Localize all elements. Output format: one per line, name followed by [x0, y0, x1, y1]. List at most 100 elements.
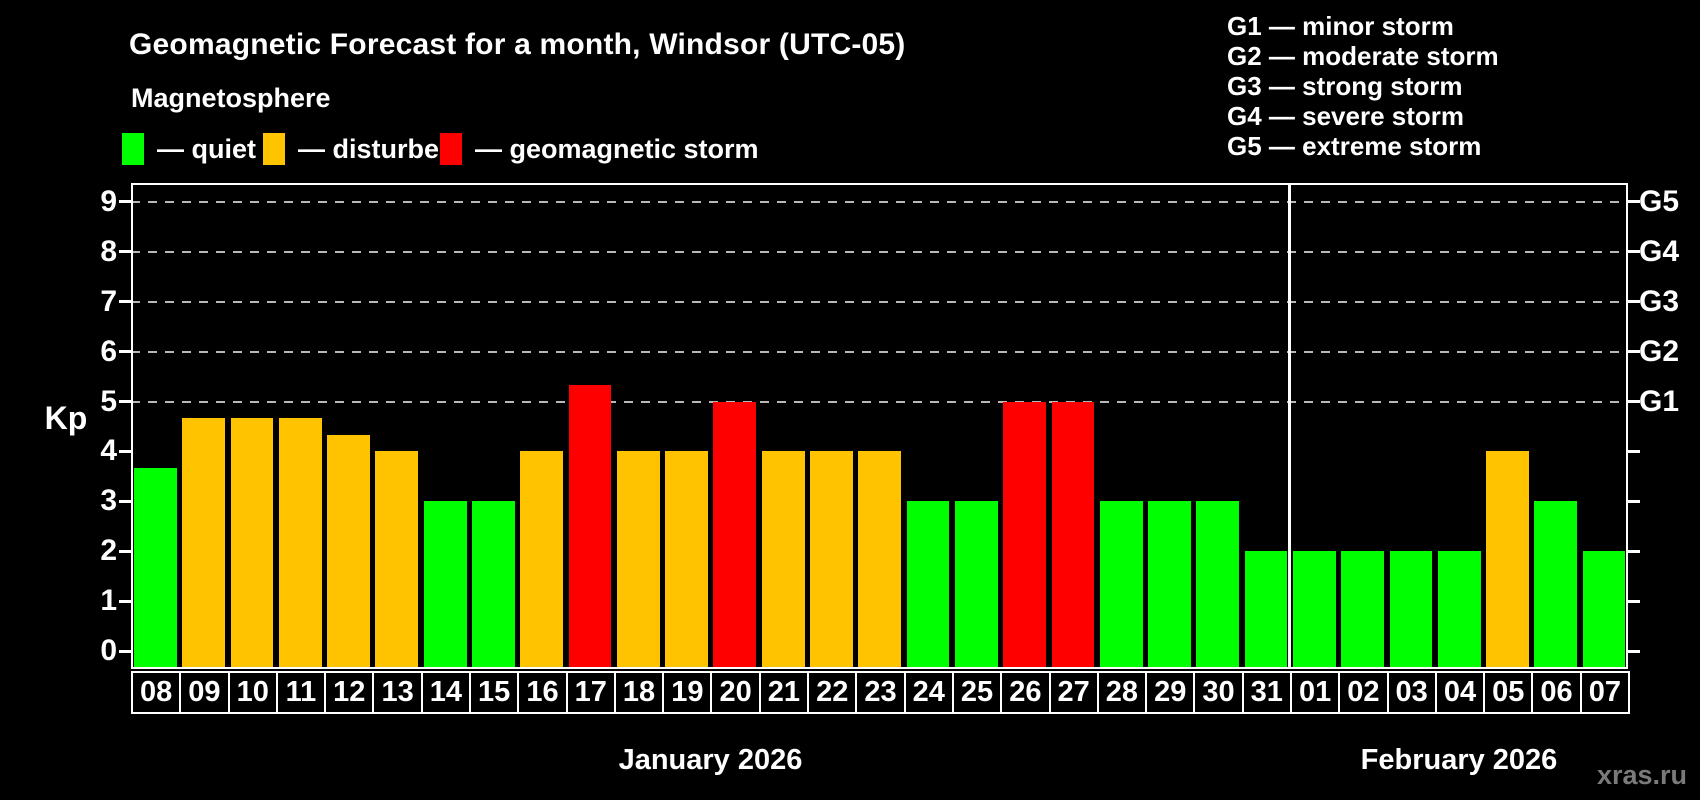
day-label-jan-10: 10 [227, 671, 278, 714]
y-axis-tick-right [1628, 649, 1640, 653]
g-scale-legend: G1 — minor storm G2 — moderate storm G3 — … [1227, 11, 1499, 161]
gridline-kp9 [131, 200, 1628, 203]
quiet-color-swatch [122, 133, 144, 165]
y-axis-tick-right [1628, 350, 1640, 354]
day-label-jan-23: 23 [855, 671, 906, 714]
kp-bar-jan-13 [375, 451, 419, 667]
g-scale-legend-line-5: G5 — extreme storm [1227, 131, 1482, 161]
day-label-feb-01: 01 [1289, 671, 1341, 714]
day-label-jan-11: 11 [275, 671, 327, 714]
kp-bar-jan-15 [472, 501, 515, 667]
g-level-label-g1: G1 [1639, 384, 1680, 418]
chart-subtitle: Magnetosphere [131, 83, 331, 113]
legend-item-storm: — geomagnetic storm [440, 132, 759, 166]
kp-bar-jan-31 [1244, 551, 1288, 667]
disturbed-color-swatch [263, 133, 285, 165]
g-level-label-g4: G4 [1639, 234, 1680, 268]
legend-label-storm: — geomagnetic storm [475, 133, 759, 164]
legend-item-quiet: — quiet [122, 132, 256, 166]
kp-bar-jan-18 [616, 451, 660, 667]
y-tick-label-4: 4 [100, 434, 117, 468]
day-label-jan-17: 17 [565, 671, 616, 714]
y-axis-tick-left [119, 200, 131, 204]
kp-bar-jan-24 [906, 501, 950, 667]
kp-bar-feb-06 [1534, 501, 1578, 667]
y-axis-tick-right [1628, 449, 1640, 453]
kp-bar-jan-28 [1099, 501, 1143, 667]
y-axis-tick-right [1628, 300, 1640, 304]
y-tick-label-3: 3 [100, 484, 117, 518]
day-label-feb-02: 02 [1338, 671, 1389, 714]
y-tick-label-9: 9 [100, 184, 117, 218]
g-scale-legend-line-1: G1 — minor storm [1227, 11, 1454, 41]
y-axis-tick-right [1628, 200, 1640, 204]
day-label-jan-22: 22 [807, 671, 858, 714]
kp-bar-jan-29 [1148, 501, 1191, 667]
day-label-jan-27: 27 [1048, 671, 1099, 714]
kp-bar-jan-25 [954, 501, 998, 667]
day-label-jan-21: 21 [758, 671, 810, 714]
legend-label-disturbed: — disturbed [298, 133, 456, 164]
g-scale-legend-line-2: G2 — moderate storm [1227, 41, 1499, 71]
day-label-jan-26: 26 [1000, 671, 1051, 714]
kp-bar-jan-19 [665, 451, 708, 667]
y-axis-tick-right [1628, 250, 1640, 254]
day-label-jan-14: 14 [420, 671, 472, 714]
gridline-kp6 [131, 350, 1628, 353]
day-label-jan-28: 28 [1096, 671, 1148, 714]
gridline-kp8 [131, 250, 1628, 253]
kp-bar-jan-22 [810, 451, 853, 667]
kp-bar-feb-05 [1486, 451, 1529, 667]
legend-item-disturbed: — disturbed [263, 132, 456, 166]
day-label-jan-29: 29 [1145, 671, 1196, 714]
y-tick-label-5: 5 [100, 384, 117, 418]
day-label-jan-12: 12 [324, 671, 375, 714]
kp-bar-feb-03 [1389, 551, 1433, 667]
y-tick-label-7: 7 [100, 284, 117, 318]
kp-bar-jan-08 [134, 467, 177, 667]
day-label-jan-13: 13 [372, 671, 423, 714]
kp-bar-feb-01 [1292, 551, 1336, 667]
day-label-feb-04: 04 [1434, 671, 1486, 714]
y-axis-tick-left [119, 250, 131, 254]
kp-bar-jan-23 [858, 451, 902, 667]
kp-bar-jan-20 [713, 401, 757, 667]
kp-bar-jan-11 [278, 417, 322, 667]
y-tick-label-2: 2 [100, 534, 117, 568]
day-label-jan-30: 30 [1193, 671, 1244, 714]
g-level-label-g2: G2 [1639, 334, 1680, 368]
plot-frame [131, 183, 1628, 669]
g-scale-legend-line-3: G3 — strong storm [1227, 71, 1463, 101]
day-label-jan-18: 18 [613, 671, 665, 714]
kp-bar-jan-26 [1003, 401, 1046, 667]
day-label-jan-20: 20 [710, 671, 761, 714]
y-axis-tick-left [119, 300, 131, 304]
kp-bar-jan-12 [327, 434, 370, 667]
kp-bar-jan-17 [568, 385, 612, 667]
y-tick-label-1: 1 [100, 584, 117, 618]
y-tick-label-8: 8 [100, 234, 117, 268]
y-axis-tick-left [119, 350, 131, 354]
gridline-kp5 [131, 400, 1628, 403]
month-divider [1288, 183, 1292, 669]
storm-color-swatch [440, 133, 462, 165]
g-level-label-g5: G5 [1639, 184, 1680, 218]
y-axis-tick-right [1628, 400, 1640, 403]
y-axis-tick-right [1628, 499, 1640, 503]
day-label-jan-24: 24 [903, 671, 954, 714]
kp-bar-jan-30 [1196, 501, 1240, 667]
day-label-jan-19: 19 [662, 671, 713, 714]
month-label-feb: February 2026 [1360, 744, 1558, 776]
kp-bar-jan-27 [1051, 401, 1095, 667]
y-axis-tick-right [1628, 549, 1640, 553]
y-tick-label-0: 0 [100, 634, 117, 667]
kp-bar-feb-07 [1582, 551, 1626, 667]
kp-bar-jan-14 [423, 501, 467, 667]
watermark: xras.ru [1596, 760, 1687, 790]
day-label-feb-05: 05 [1483, 671, 1534, 714]
day-label-jan-09: 09 [179, 671, 230, 714]
kp-bar-feb-04 [1437, 551, 1481, 667]
